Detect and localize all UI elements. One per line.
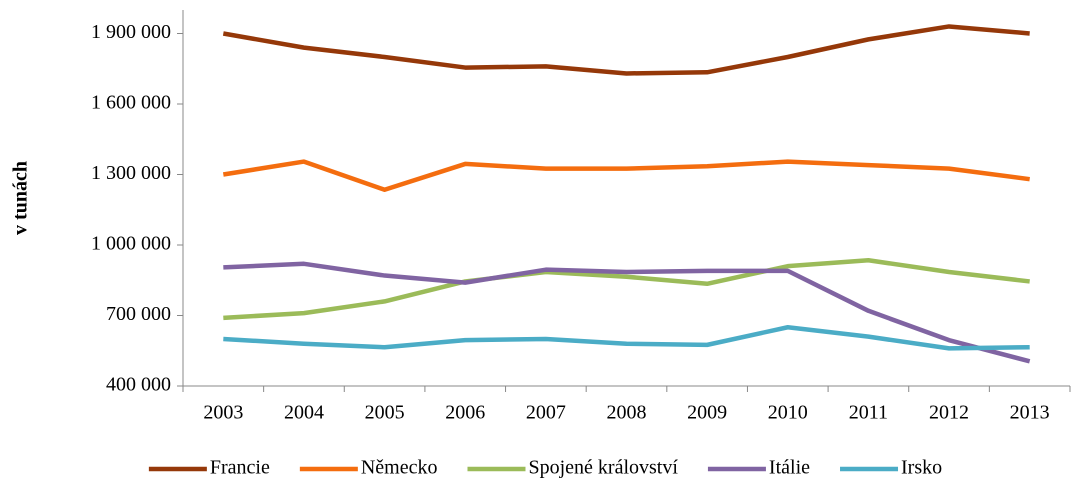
x-tick-label: 2006 bbox=[445, 402, 485, 424]
x-tick-label: 2007 bbox=[526, 402, 566, 424]
x-tick-label: 2009 bbox=[687, 402, 727, 424]
x-tick-label: 2010 bbox=[768, 402, 808, 424]
x-tick-label: 2012 bbox=[929, 402, 969, 424]
series-line bbox=[223, 325, 1030, 351]
y-tick-label: 1 600 000 bbox=[91, 92, 171, 114]
series-line bbox=[222, 159, 1030, 193]
y-tick-label: 1 000 000 bbox=[91, 233, 171, 255]
y-tick-label: 1 900 000 bbox=[91, 21, 171, 43]
x-tick-label: 2011 bbox=[849, 402, 888, 424]
y-tick-label: 400 000 bbox=[106, 374, 171, 396]
x-tick-label: 2008 bbox=[607, 402, 647, 424]
legend-label: Irsko bbox=[901, 457, 942, 479]
legend-label: Německo bbox=[361, 457, 438, 479]
y-tick-label: 700 000 bbox=[106, 303, 171, 325]
y-tick-label: 1 300 000 bbox=[91, 162, 171, 184]
x-tick-label: 2003 bbox=[203, 402, 243, 424]
series-line bbox=[222, 24, 1030, 76]
x-tick-label: 2004 bbox=[284, 402, 324, 424]
x-tick-label: 2005 bbox=[365, 402, 405, 424]
y-axis-label: v tunách bbox=[10, 161, 32, 235]
legend-label: Spojené království bbox=[528, 457, 678, 479]
legend-label: Itálie bbox=[769, 457, 810, 479]
series-line bbox=[223, 261, 1031, 364]
series-line bbox=[223, 258, 1030, 321]
legend-label: Francie bbox=[210, 457, 270, 479]
x-tick-label: 2013 bbox=[1010, 402, 1050, 424]
